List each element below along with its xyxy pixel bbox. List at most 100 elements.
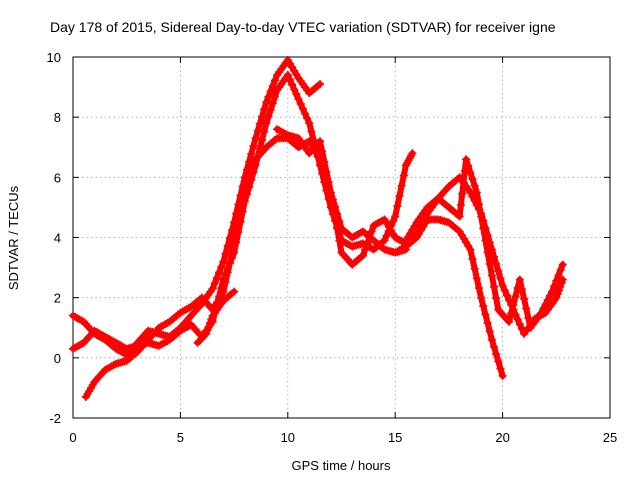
data-point — [335, 236, 344, 245]
data-point — [500, 286, 509, 295]
data-point — [513, 315, 522, 324]
x-tick-label: 0 — [69, 430, 76, 445]
data-point — [367, 227, 376, 236]
data-point — [217, 284, 226, 293]
data-point — [333, 224, 342, 233]
data-point — [554, 271, 563, 280]
data-point — [399, 171, 408, 180]
data-point — [316, 137, 325, 146]
data-point — [208, 284, 217, 293]
data-point — [524, 314, 533, 323]
data-point — [300, 109, 309, 118]
data-point — [262, 98, 271, 107]
data-point — [204, 322, 213, 331]
data-point — [288, 80, 297, 89]
data-point — [305, 119, 314, 128]
data-point — [496, 364, 505, 373]
y-tick-label: 0 — [54, 351, 61, 366]
data-point — [557, 279, 566, 288]
data-point — [249, 142, 258, 151]
data-point — [212, 273, 221, 282]
data-point — [537, 308, 546, 317]
x-tick-label: 15 — [388, 430, 402, 445]
data-point — [290, 85, 299, 94]
data-point — [303, 114, 312, 123]
data-point — [483, 318, 492, 327]
data-point — [408, 149, 417, 158]
data-point — [496, 274, 505, 283]
data-point — [223, 264, 232, 273]
data-point — [234, 228, 243, 237]
data-point — [200, 331, 209, 340]
data-point — [255, 144, 264, 153]
data-point — [328, 200, 337, 209]
data-point — [258, 136, 267, 145]
data-point — [474, 200, 483, 209]
data-point — [487, 271, 496, 280]
data-point — [320, 157, 329, 166]
data-point — [215, 268, 224, 277]
x-axis-title: GPS time / hours — [292, 458, 391, 473]
x-tick-label: 25 — [603, 430, 617, 445]
data-point — [545, 291, 554, 300]
chart-title: Day 178 of 2015, Sidereal Day-to-day VTE… — [50, 19, 556, 35]
data-point — [247, 149, 256, 158]
y-tick-label: -2 — [49, 411, 61, 426]
data-point — [316, 80, 325, 89]
data-point — [550, 282, 559, 291]
data-point — [487, 335, 496, 344]
data-point — [498, 281, 507, 290]
data-point — [485, 327, 494, 336]
data-point — [268, 99, 277, 108]
data-point — [324, 178, 333, 187]
data-point — [472, 188, 481, 197]
data-point — [468, 255, 477, 264]
data-point — [515, 320, 524, 329]
series-track-6 — [391, 215, 507, 380]
data-point — [292, 90, 301, 99]
data-point — [479, 224, 488, 233]
series-track-5 — [401, 155, 567, 332]
data-point — [393, 202, 402, 211]
series-line — [402, 156, 566, 331]
series-layer — [69, 56, 567, 401]
data-point — [270, 76, 279, 85]
data-point — [481, 310, 490, 319]
data-point — [202, 329, 211, 338]
data-point — [219, 275, 228, 284]
data-point — [245, 182, 254, 191]
data-point — [509, 300, 518, 309]
data-point — [221, 270, 230, 279]
data-point — [225, 259, 234, 268]
data-point — [389, 217, 398, 226]
data-point — [365, 233, 374, 242]
data-point — [395, 191, 404, 200]
data-point — [558, 260, 567, 269]
data-point — [517, 285, 526, 294]
data-point — [502, 291, 511, 300]
x-tick-label: 20 — [495, 430, 509, 445]
data-point — [249, 168, 258, 177]
data-point — [507, 309, 516, 318]
data-point — [543, 296, 552, 305]
data-point — [298, 104, 307, 113]
data-point — [474, 284, 483, 293]
data-point — [458, 189, 467, 198]
data-point — [294, 95, 303, 104]
y-tick-label: 2 — [54, 291, 61, 306]
x-tick-label: 10 — [281, 430, 295, 445]
axis-ticks: 0 5 10 15 20 25 -2 0 2 4 6 8 10 — [47, 50, 618, 445]
data-point — [455, 212, 464, 221]
data-point — [232, 238, 241, 247]
data-point — [219, 257, 228, 266]
data-point — [492, 350, 501, 359]
data-point — [470, 264, 479, 273]
y-axis-title: SDTVAR / TECUs — [6, 185, 21, 290]
data-point — [322, 167, 331, 176]
data-point — [470, 181, 479, 190]
data-point — [548, 287, 557, 296]
data-point — [456, 201, 465, 210]
series-track-1 — [69, 56, 325, 359]
data-point — [558, 275, 567, 284]
